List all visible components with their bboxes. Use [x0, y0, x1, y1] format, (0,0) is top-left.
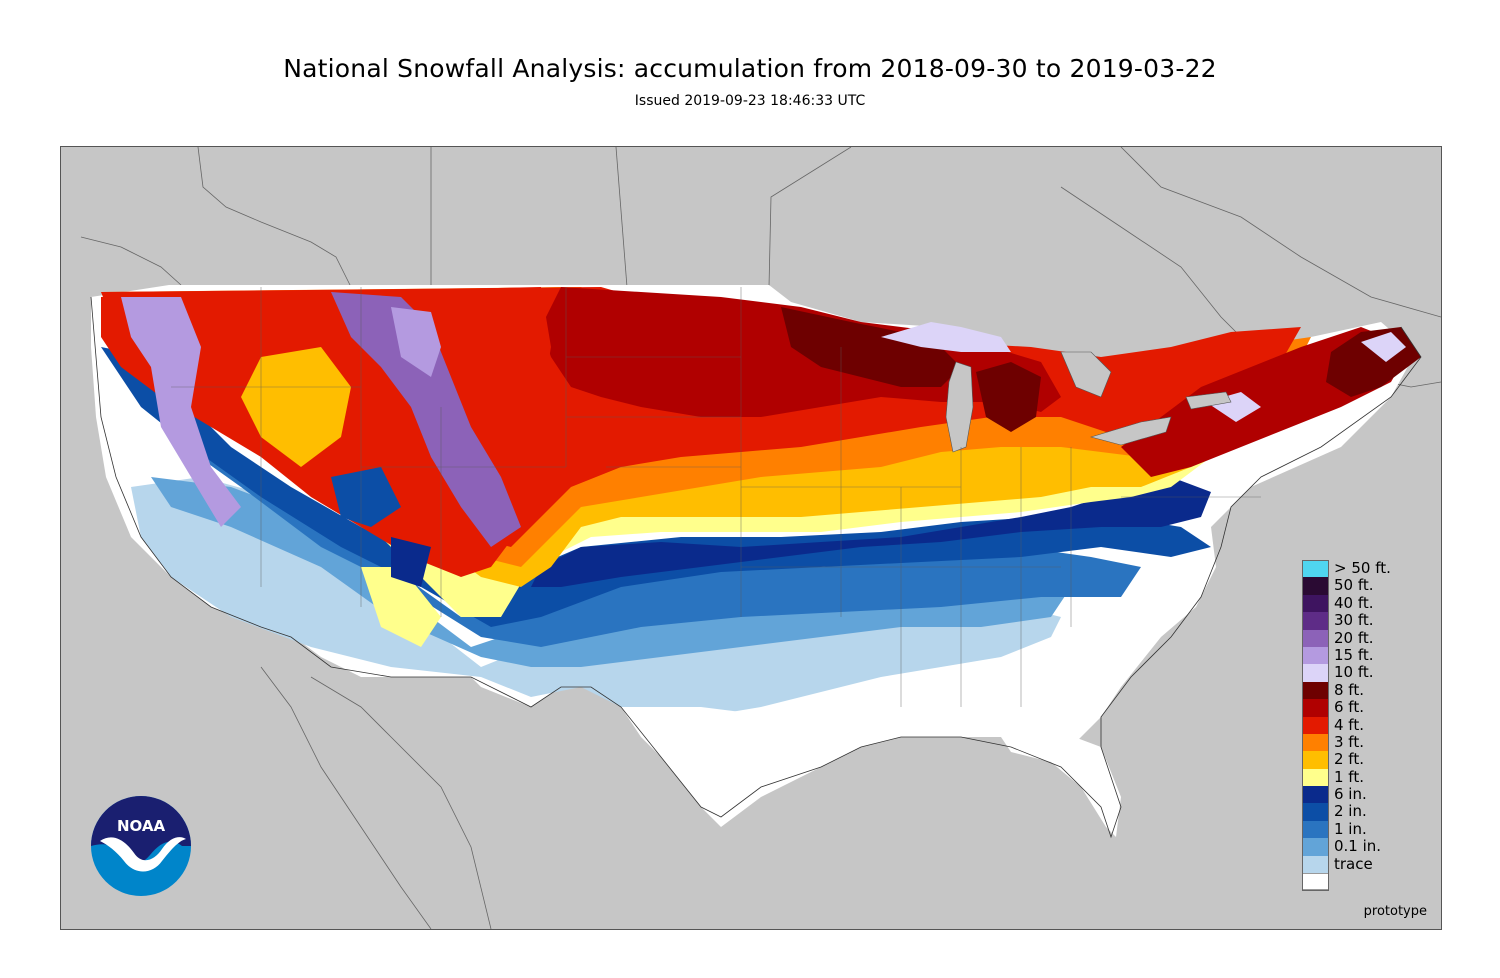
lake-erie [1089, 416, 1172, 446]
eight-foot-minnesota [781, 307, 961, 387]
legend-label: 6 in. [1334, 785, 1367, 804]
utah-blue [391, 537, 431, 587]
logo-text: NOAA [117, 817, 166, 835]
idaho-montana-15ft [391, 307, 441, 377]
two-inch-band [101, 347, 1211, 627]
texas-gulf-coast [621, 707, 841, 827]
legend-label: 10 ft. [1334, 663, 1374, 682]
legend-swatch [1302, 786, 1329, 804]
trace-band [131, 477, 1061, 722]
six-inch-band [531, 477, 1211, 587]
legend-swatch [1302, 629, 1329, 647]
map-title: National Snowfall Analysis: accumulation… [283, 54, 1217, 83]
legend-swatch [1302, 646, 1329, 665]
neighbor-boundaries [80, 147, 1441, 929]
tenth-inch-band [151, 477, 1071, 667]
legend-label: 6 ft. [1334, 698, 1364, 717]
west-mountain-20ft [331, 292, 521, 547]
great-basin-blue [331, 467, 401, 527]
florida [1001, 732, 1121, 837]
legend-swatch [1302, 664, 1329, 682]
issued-timestamp: Issued 2019-09-23 18:46:33 UTC [634, 93, 866, 109]
lake-ontario [1185, 391, 1232, 410]
maine-lavender [1361, 332, 1406, 362]
noaa-logo: NOAA [90, 795, 192, 897]
legend-label: 1 ft. [1334, 767, 1364, 786]
west-mountain-15ft [121, 297, 241, 527]
logo-gull [100, 837, 186, 872]
legend-label: 15 ft. [1334, 645, 1374, 664]
legend-label: 8 ft. [1334, 680, 1364, 699]
lake-huron [1060, 351, 1112, 398]
legend-swatch [1302, 820, 1329, 839]
legend-swatch [1302, 733, 1329, 752]
legend-label: > 50 ft. [1334, 559, 1391, 577]
legend-swatch [1302, 803, 1329, 821]
legend-label: trace [1334, 854, 1373, 873]
legend-swatch [1302, 768, 1329, 787]
legend-label: 4 ft. [1334, 715, 1364, 734]
legend-swatch [1302, 838, 1329, 856]
legend-label: 40 ft. [1334, 593, 1374, 612]
legend-label: 3 ft. [1334, 732, 1364, 751]
legend-label: 2 in. [1334, 802, 1367, 821]
legend-swatch [1302, 681, 1329, 700]
legend-colorbar-outline [1302, 560, 1329, 891]
legend-label: 30 ft. [1334, 611, 1374, 630]
legend-label: 50 ft. [1334, 576, 1374, 595]
great-basin-1ft [361, 567, 441, 647]
eight-foot-michigan [976, 362, 1041, 432]
legend-swatch [1302, 855, 1329, 874]
map-canvas [80, 147, 1441, 929]
legend-swatch [1302, 560, 1329, 578]
legend-swatch [1302, 751, 1329, 769]
legend-swatch [1302, 612, 1329, 630]
legend-label: 0.1 in. [1334, 837, 1382, 856]
lake-michigan [945, 361, 974, 453]
legend-label: 2 ft. [1334, 750, 1364, 769]
state-boundaries [171, 287, 1261, 707]
legend-swatch [1302, 716, 1329, 734]
snowfall-map: prototype [60, 146, 1442, 930]
prototype-label: prototype [1363, 904, 1427, 919]
legend-label: 20 ft. [1334, 628, 1374, 647]
legend-swatch [1302, 594, 1329, 613]
legend-swatch [1302, 699, 1329, 717]
coastline [90, 296, 1422, 839]
superior-lavender [881, 322, 1011, 352]
legend-label: 1 in. [1334, 819, 1367, 838]
great-basin-2ft [241, 347, 351, 467]
legend-swatch [1302, 577, 1329, 595]
